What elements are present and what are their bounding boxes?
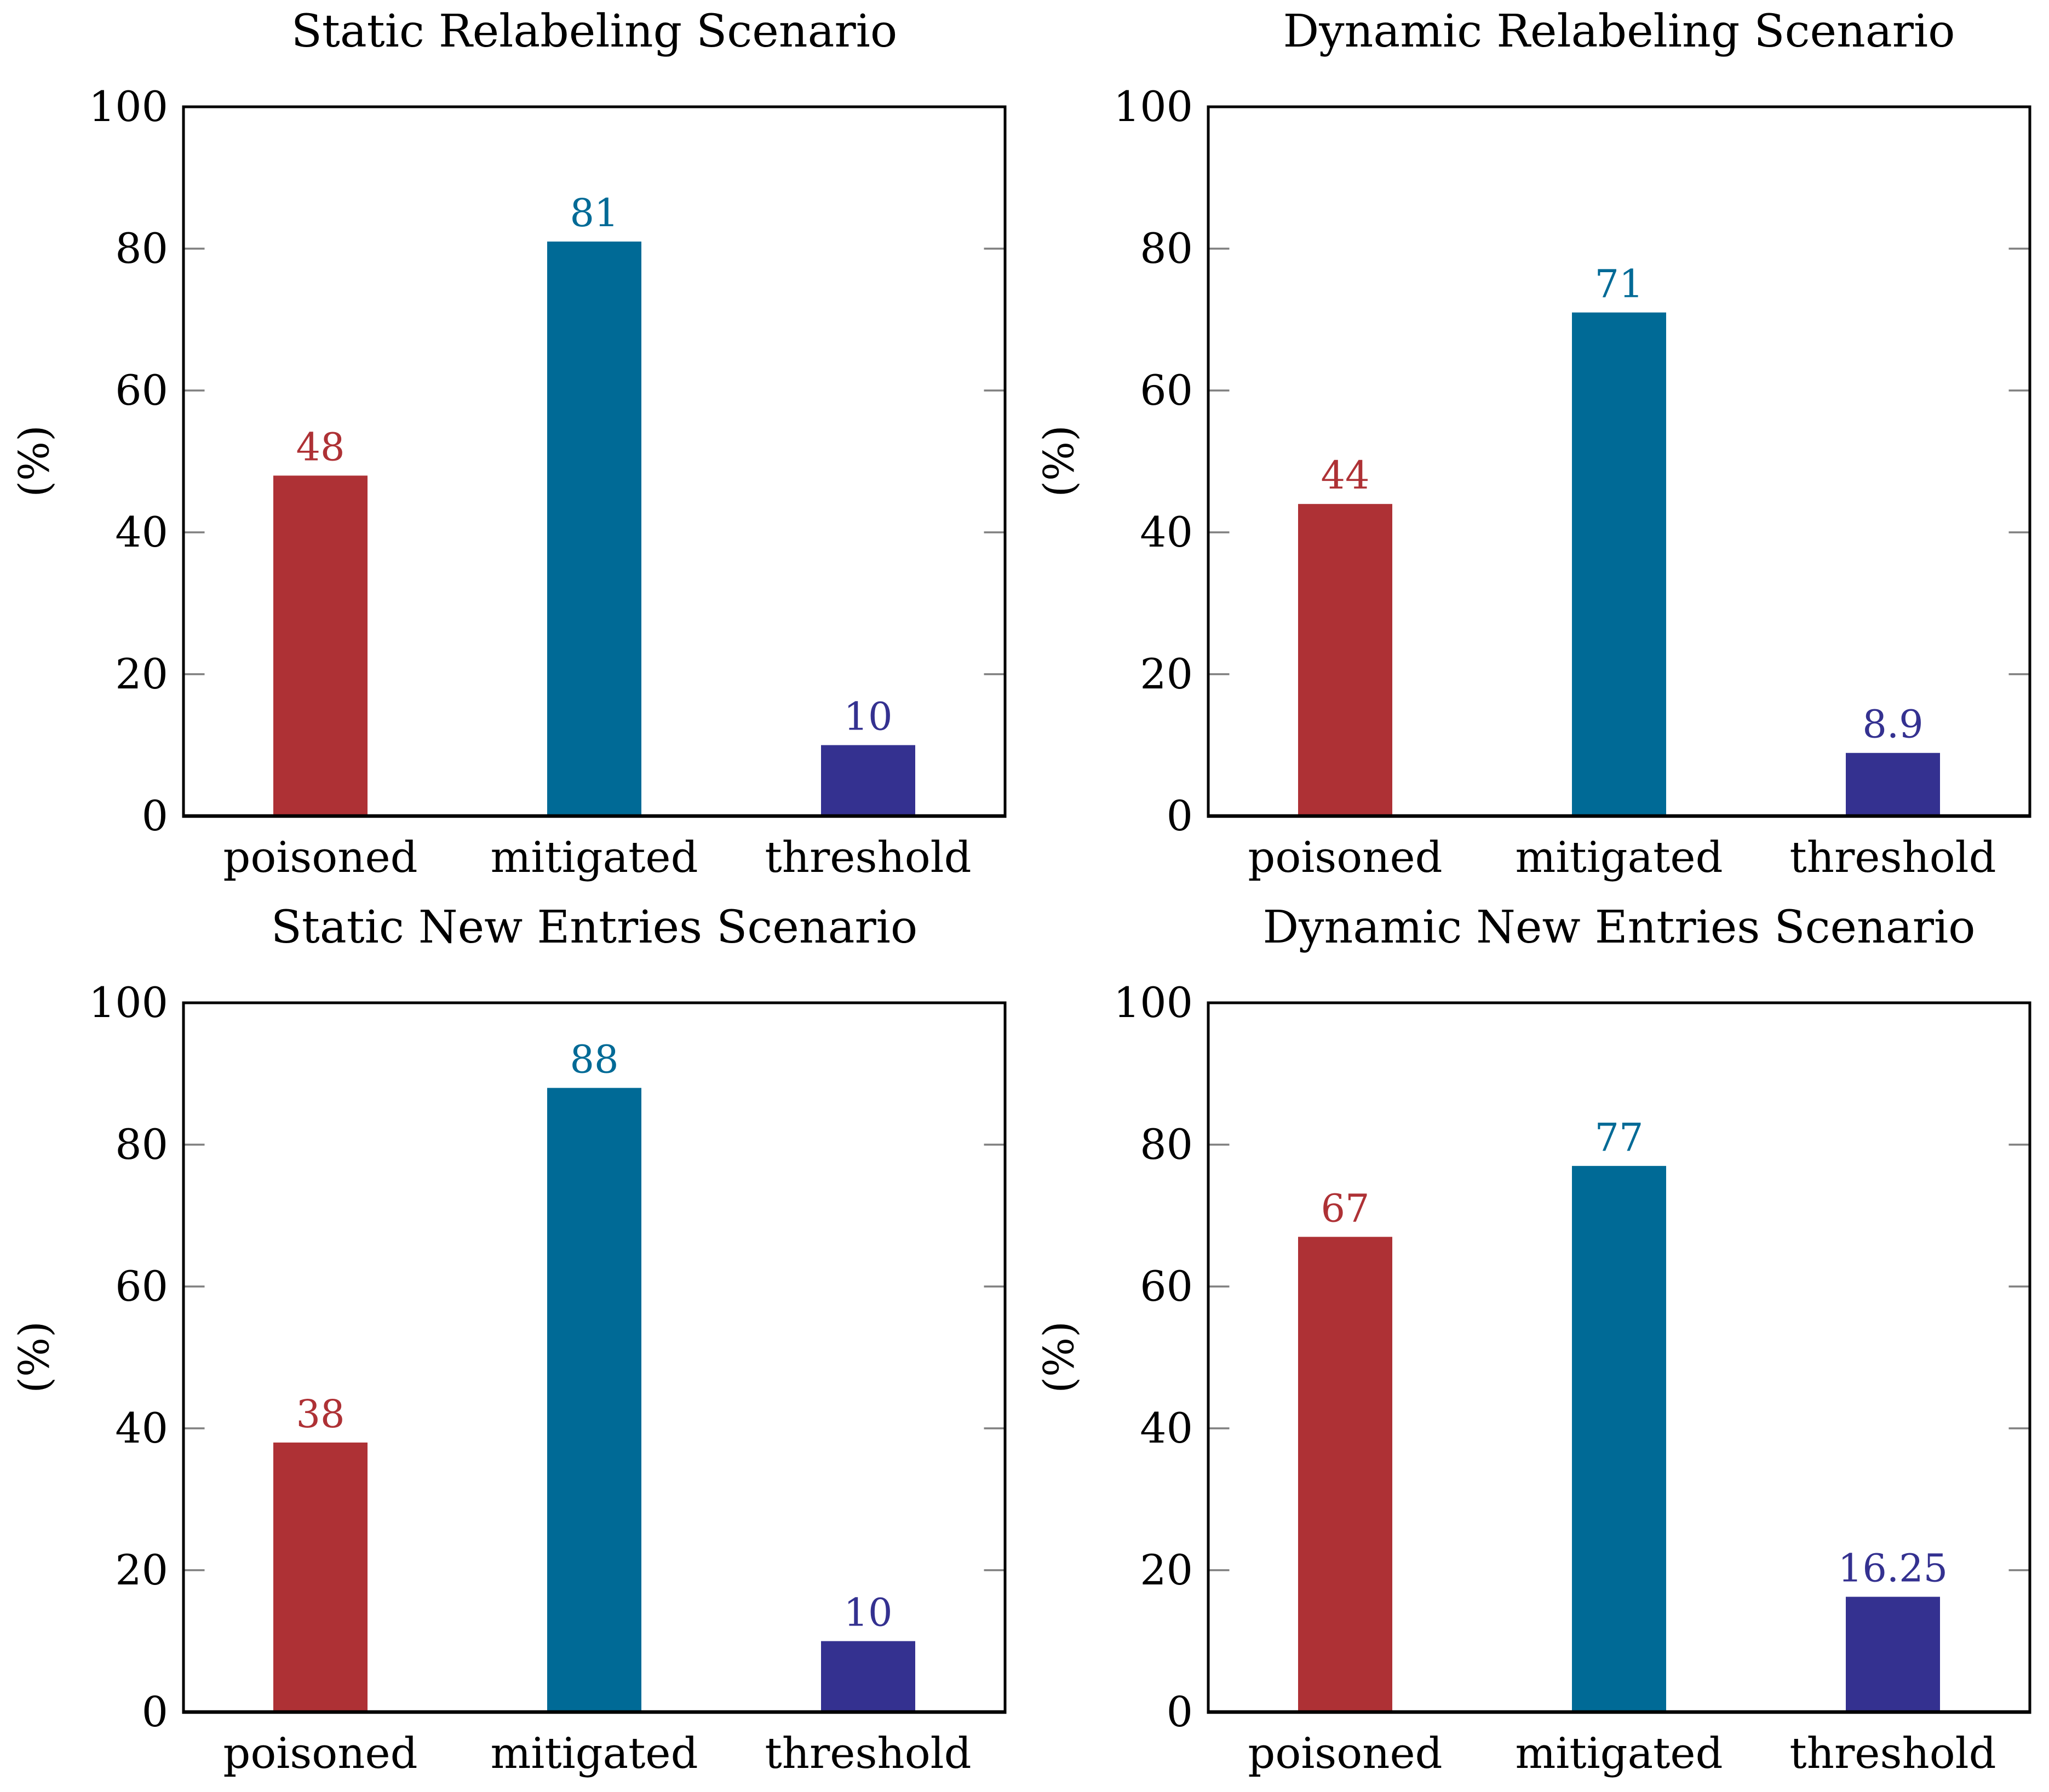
bar-value-label: 44 <box>1321 453 1369 498</box>
bar-poisoned <box>1298 504 1392 816</box>
x-tick-label: threshold <box>1789 833 1996 882</box>
x-tick-label: mitigated <box>1515 1729 1723 1778</box>
bar-value-label: 77 <box>1594 1115 1643 1160</box>
bar-poisoned <box>1298 1237 1392 1712</box>
y-tick-label: 80 <box>1140 1120 1193 1169</box>
y-tick-label: 60 <box>1140 366 1193 415</box>
y-tick-label: 20 <box>115 1546 168 1594</box>
x-tick-label: threshold <box>765 833 971 882</box>
y-tick-label: 60 <box>1140 1262 1193 1311</box>
y-tick-label: 40 <box>115 1404 168 1452</box>
y-tick-label: 100 <box>1114 82 1193 131</box>
y-tick-label: 80 <box>115 1120 168 1169</box>
y-tick-label: 20 <box>1140 1546 1193 1594</box>
x-tick-label: poisoned <box>223 1729 417 1778</box>
chart-title: Static New Entries Scenario <box>271 901 918 954</box>
bar-threshold <box>1846 753 1940 816</box>
bar-mitigated <box>547 1088 641 1712</box>
y-tick-label: 0 <box>142 791 168 840</box>
bar-poisoned <box>273 1442 368 1712</box>
bar-value-label: 48 <box>296 424 345 469</box>
chart-static-relabeling: Static Relabeling Scenario (%) 0 20 40 60 80… <box>0 0 1025 896</box>
bar-mitigated <box>1572 1165 1666 1712</box>
x-tick-label: poisoned <box>1248 833 1442 882</box>
y-tick-label: 60 <box>115 366 168 415</box>
x-tick-label: poisoned <box>1248 1729 1442 1778</box>
bar-threshold <box>1846 1596 1940 1712</box>
y-tick-label: 40 <box>115 508 168 556</box>
x-tick-label: threshold <box>1789 1729 1996 1778</box>
bar-value-label: 81 <box>570 191 618 236</box>
y-tick-label: 100 <box>89 82 168 131</box>
x-tick-label: mitigated <box>1515 833 1723 882</box>
bar-poisoned <box>273 475 368 816</box>
y-tick-label: 80 <box>1140 224 1193 273</box>
x-tick-label: mitigated <box>490 1729 698 1778</box>
y-tick-label: 0 <box>1167 791 1193 840</box>
y-tick-label: 0 <box>142 1687 168 1736</box>
y-tick-label: 40 <box>1140 508 1193 556</box>
y-tick-label: 100 <box>1114 978 1193 1027</box>
x-tick-label: mitigated <box>490 833 698 882</box>
y-tick-label: 100 <box>89 978 168 1027</box>
bar-value-label: 71 <box>1594 262 1643 307</box>
bar-mitigated <box>1572 312 1666 816</box>
y-tick-label: 20 <box>115 650 168 698</box>
bar-threshold <box>821 745 915 816</box>
chart-title: Dynamic New Entries Scenario <box>1262 901 1976 954</box>
y-tick-label: 40 <box>1140 1404 1193 1452</box>
bar-chart-svg: 0 20 40 60 80 100 48 poisoned 81 mitigated 10 thres… <box>89 82 1007 882</box>
bar-mitigated <box>547 242 641 816</box>
x-tick-label: threshold <box>765 1729 971 1778</box>
chart-title: Static Relabeling Scenario <box>291 5 898 58</box>
x-tick-label: poisoned <box>223 833 417 882</box>
chart-dynamic-new-entries: Dynamic New Entries Scenario (%) 0 20 40 60… <box>1025 896 2049 1792</box>
bar-value-label: 38 <box>296 1392 345 1437</box>
chart-static-new-entries: Static New Entries Scenario (%) 0 20 40 60 8… <box>0 896 1025 1792</box>
bar-value-label: 16.25 <box>1838 1546 1948 1591</box>
y-tick-label: 60 <box>115 1262 168 1311</box>
y-tick-label: 0 <box>1167 1687 1193 1736</box>
bar-value-label: 8.9 <box>1862 702 1923 747</box>
bar-chart-svg: 0 20 40 60 80 100 38 poisoned 88 mitigated 10 thres… <box>89 978 1007 1778</box>
bar-chart-svg: 0 20 40 60 80 100 44 poisoned 71 mitigated 8.9 thre… <box>1114 82 2031 882</box>
bar-value-label: 10 <box>843 694 892 739</box>
bar-value-label: 67 <box>1321 1186 1369 1231</box>
chart-dynamic-relabeling: Dynamic Relabeling Scenario (%) 0 20 40 60 8… <box>1025 0 2049 896</box>
bar-value-label: 10 <box>843 1590 892 1635</box>
bar-chart-svg: 0 20 40 60 80 100 67 poisoned 77 mitigated 16.25 th… <box>1114 978 2031 1778</box>
y-tick-label: 80 <box>115 224 168 273</box>
chart-title: Dynamic Relabeling Scenario <box>1283 5 1955 58</box>
bar-threshold <box>821 1641 915 1712</box>
y-tick-label: 20 <box>1140 650 1193 698</box>
bar-value-label: 88 <box>570 1037 618 1082</box>
